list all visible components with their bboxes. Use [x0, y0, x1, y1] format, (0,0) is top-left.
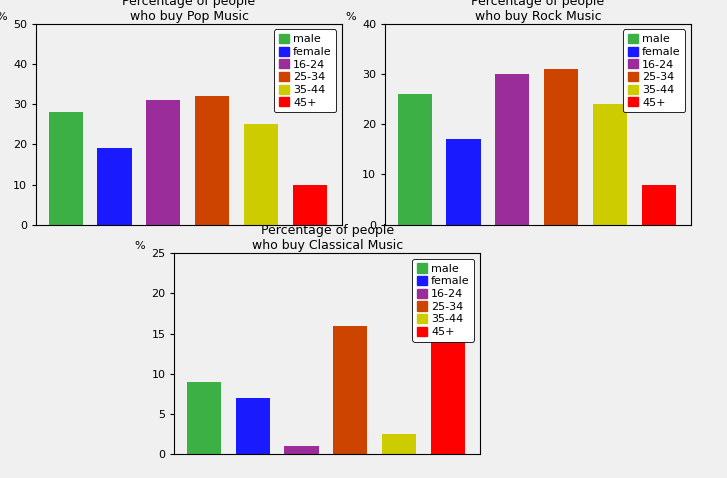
Title: Percentage of people
who buy Pop Music: Percentage of people who buy Pop Music [122, 0, 256, 23]
Bar [398, 94, 432, 225]
Legend: male, female, 16-24, 25-34, 35-44, 45+: male, female, 16-24, 25-34, 35-44, 45+ [412, 259, 474, 342]
Bar [195, 96, 229, 225]
Bar [642, 185, 676, 225]
Text: %: % [0, 12, 7, 22]
Bar [146, 100, 180, 225]
Title: Percentage of people
who buy Classical Music: Percentage of people who buy Classical M… [252, 224, 403, 252]
Legend: male, female, 16-24, 25-34, 35-44, 45+: male, female, 16-24, 25-34, 35-44, 45+ [623, 30, 685, 112]
Bar [284, 446, 318, 454]
Title: Percentage of people
who buy Rock Music: Percentage of people who buy Rock Music [471, 0, 605, 23]
Text: %: % [345, 12, 356, 22]
Bar [495, 74, 529, 225]
Bar [382, 434, 417, 454]
Text: %: % [134, 241, 145, 251]
Bar [293, 185, 327, 225]
Bar [446, 140, 481, 225]
Bar [431, 293, 465, 454]
Bar [97, 148, 132, 225]
Bar [333, 326, 367, 454]
Bar [593, 104, 627, 225]
Bar [187, 382, 221, 454]
Bar [244, 124, 278, 225]
Legend: male, female, 16-24, 25-34, 35-44, 45+: male, female, 16-24, 25-34, 35-44, 45+ [274, 30, 336, 112]
Bar [49, 112, 83, 225]
Bar [236, 398, 270, 454]
Bar [544, 69, 578, 225]
